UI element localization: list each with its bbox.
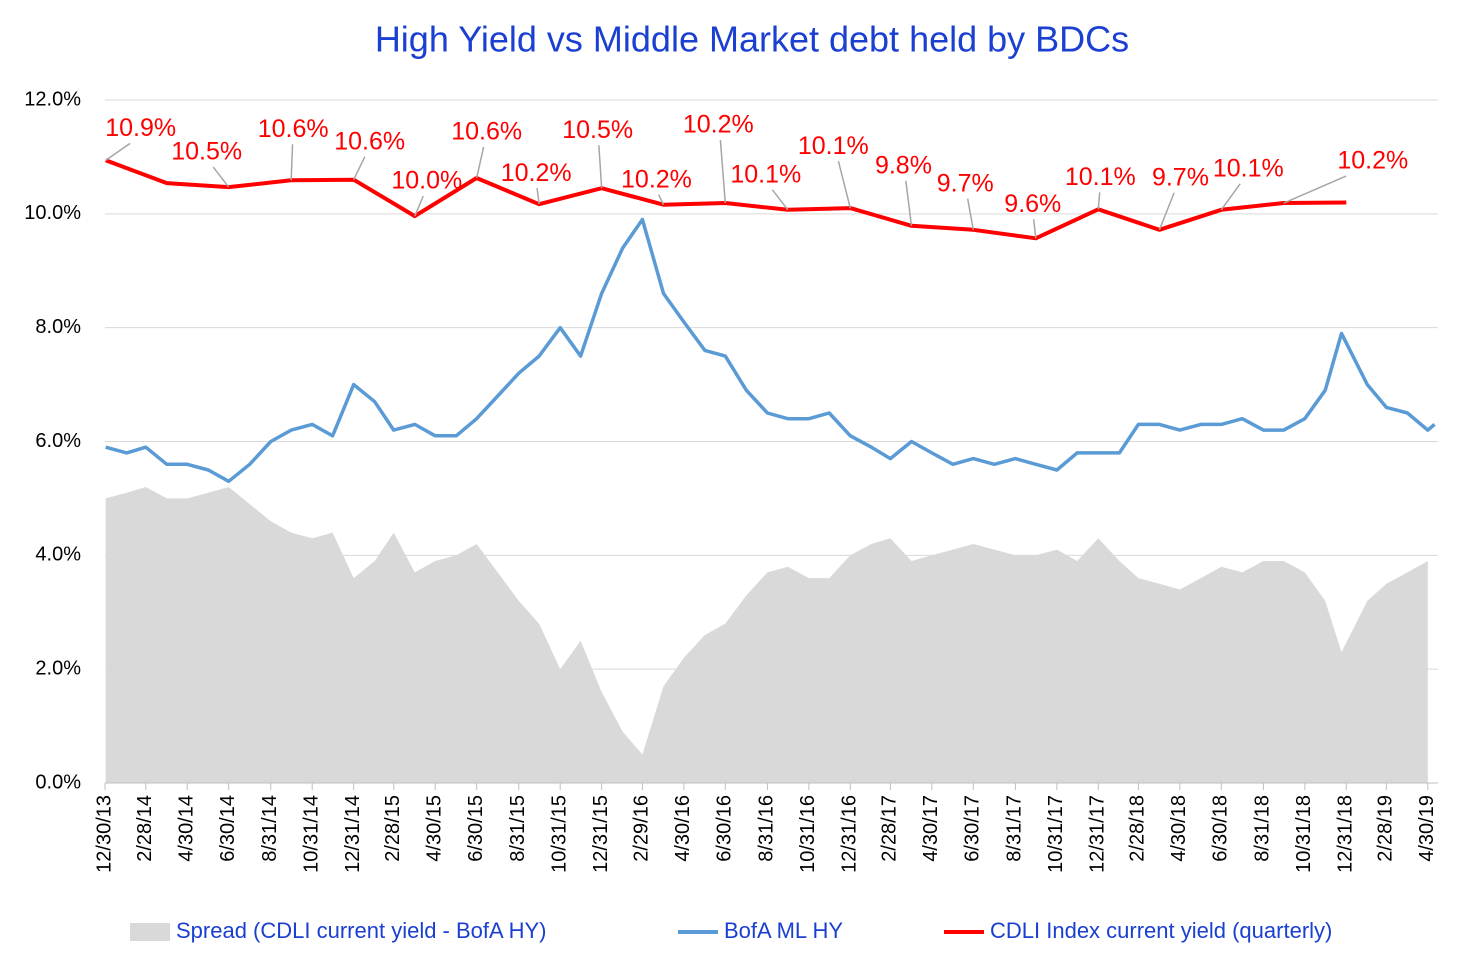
data-label: 10.6% <box>451 118 522 146</box>
label-leader <box>1283 175 1347 204</box>
label-leader <box>657 194 665 206</box>
label-leader <box>352 156 366 181</box>
x-tick-label: 10/31/15 <box>548 795 570 873</box>
x-tick-label: 2/28/19 <box>1375 795 1397 862</box>
data-label: 10.9% <box>105 114 176 142</box>
label-leader <box>1220 183 1241 211</box>
data-label: 10.1% <box>1065 163 1136 191</box>
spread-area <box>105 487 1428 783</box>
x-tick-label: 2/28/15 <box>382 795 404 862</box>
data-label: 10.5% <box>562 116 633 144</box>
x-tick-label: 4/30/14 <box>175 795 197 862</box>
x-tick-label: 2/28/14 <box>134 795 156 862</box>
x-tick-label: 4/30/18 <box>1168 795 1190 862</box>
x-tick-label: 4/30/19 <box>1416 795 1438 862</box>
x-tick-label: 12/31/16 <box>839 795 861 873</box>
y-tick-label: 0.0% <box>35 771 81 793</box>
y-tick-label: 12.0% <box>24 88 81 110</box>
data-label: 10.1% <box>798 132 869 160</box>
data-label: 10.2% <box>621 165 692 193</box>
x-tick-label: 12/30/13 <box>93 795 115 873</box>
x-tick-label: 10/31/14 <box>301 795 323 873</box>
x-tick-label: 6/30/14 <box>217 795 239 862</box>
y-tick-label: 6.0% <box>35 430 81 452</box>
x-tick-label: 8/31/17 <box>1004 795 1026 862</box>
x-tick-label: 6/30/15 <box>465 795 487 862</box>
label-leader <box>290 144 294 181</box>
data-label: 10.6% <box>258 115 329 143</box>
label-leader <box>1032 219 1037 239</box>
x-tick-label: 6/30/17 <box>962 795 984 862</box>
x-tick-label: 10/31/16 <box>797 795 819 873</box>
label-leader <box>905 180 913 226</box>
x-tick-label: 2/28/17 <box>879 795 901 862</box>
data-label: 10.1% <box>1213 154 1284 182</box>
label-leader <box>719 139 727 204</box>
label-leader <box>105 142 131 161</box>
x-tick-label: 12/31/18 <box>1335 795 1357 873</box>
data-label: 10.1% <box>730 160 801 188</box>
y-tick-label: 10.0% <box>24 202 81 224</box>
hy-line <box>105 217 1436 484</box>
x-tick-label: 8/31/18 <box>1252 795 1274 862</box>
data-label: 9.6% <box>1004 190 1061 218</box>
x-tick-label: 10/31/17 <box>1045 795 1067 873</box>
chart-title: High Yield vs Middle Market debt held by… <box>375 19 1129 60</box>
legend-label: CDLI Index current yield (quarterly) <box>990 918 1332 943</box>
x-tick-label: 8/31/15 <box>507 795 529 862</box>
data-label: 10.6% <box>334 127 405 155</box>
x-tick-label: 2/28/18 <box>1127 795 1149 862</box>
data-label: 10.2% <box>1337 147 1408 175</box>
x-tick-label: 4/30/15 <box>423 795 445 862</box>
label-leader <box>536 188 540 205</box>
x-tick-label: 8/31/14 <box>259 795 281 862</box>
data-label: 10.5% <box>171 138 242 166</box>
data-label: 10.2% <box>683 111 754 139</box>
legend-label: Spread (CDLI current yield - BofA HY) <box>176 918 546 943</box>
x-tick-label: 2/29/16 <box>631 795 653 862</box>
label-leader <box>414 195 424 217</box>
x-tick-label: 12/31/17 <box>1087 795 1109 873</box>
label-leader <box>1097 192 1101 210</box>
data-label: 9.7% <box>1152 163 1209 191</box>
x-tick-label: 4/30/16 <box>672 795 694 862</box>
label-leader <box>475 146 485 179</box>
data-label: 10.2% <box>501 159 572 187</box>
x-tick-label: 6/30/18 <box>1210 795 1232 862</box>
label-leader <box>771 189 789 211</box>
label-leader <box>598 145 603 189</box>
x-tick-label: 10/31/18 <box>1293 795 1315 873</box>
label-leader <box>966 198 975 230</box>
x-tick-label: 6/30/16 <box>714 795 736 862</box>
x-tick-label: 12/31/15 <box>590 795 612 873</box>
x-tick-label: 8/31/16 <box>756 795 778 862</box>
y-tick-label: 8.0% <box>35 316 81 338</box>
label-leader <box>212 166 230 188</box>
legend-swatch <box>130 923 170 941</box>
y-tick-label: 4.0% <box>35 544 81 566</box>
data-label: 9.8% <box>875 151 932 179</box>
y-tick-label: 2.0% <box>35 657 81 679</box>
legend-label: BofA ML HY <box>724 918 843 943</box>
x-tick-label: 12/31/14 <box>342 795 364 873</box>
data-label: 10.0% <box>391 167 462 195</box>
data-label: 9.7% <box>937 169 994 197</box>
x-tick-label: 4/30/17 <box>920 795 942 862</box>
label-leader <box>1158 192 1175 231</box>
label-leader <box>837 160 852 209</box>
